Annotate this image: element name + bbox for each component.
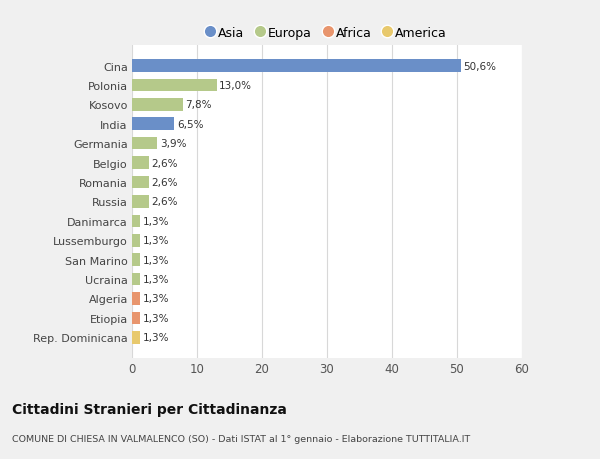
Bar [132, 312, 140, 325]
Bar [132, 118, 174, 131]
Bar [132, 99, 182, 112]
Bar [132, 138, 157, 150]
Bar [132, 235, 140, 247]
Text: 1,3%: 1,3% [143, 333, 170, 342]
Bar [132, 176, 149, 189]
Bar [132, 79, 217, 92]
Text: 6,5%: 6,5% [177, 119, 203, 129]
Bar [132, 196, 149, 208]
Text: 7,8%: 7,8% [185, 100, 212, 110]
Text: Cittadini Stranieri per Cittadinanza: Cittadini Stranieri per Cittadinanza [12, 402, 287, 416]
Text: 50,6%: 50,6% [464, 62, 497, 71]
Bar [132, 273, 140, 286]
Text: 1,3%: 1,3% [143, 216, 170, 226]
Text: 2,6%: 2,6% [151, 197, 178, 207]
Text: 1,3%: 1,3% [143, 313, 170, 323]
Text: 1,3%: 1,3% [143, 255, 170, 265]
Text: 1,3%: 1,3% [143, 274, 170, 285]
Text: 3,9%: 3,9% [160, 139, 187, 149]
Text: 2,6%: 2,6% [151, 158, 178, 168]
Text: 1,3%: 1,3% [143, 294, 170, 304]
Bar [132, 60, 461, 73]
Legend: Asia, Europa, Africa, America: Asia, Europa, Africa, America [205, 24, 449, 42]
Bar [132, 254, 140, 266]
Text: COMUNE DI CHIESA IN VALMALENCO (SO) - Dati ISTAT al 1° gennaio - Elaborazione TU: COMUNE DI CHIESA IN VALMALENCO (SO) - Da… [12, 434, 470, 442]
Text: 2,6%: 2,6% [151, 178, 178, 188]
Bar [132, 292, 140, 305]
Text: 13,0%: 13,0% [219, 81, 252, 91]
Bar [132, 157, 149, 169]
Text: 1,3%: 1,3% [143, 236, 170, 246]
Bar [132, 331, 140, 344]
Bar [132, 215, 140, 228]
